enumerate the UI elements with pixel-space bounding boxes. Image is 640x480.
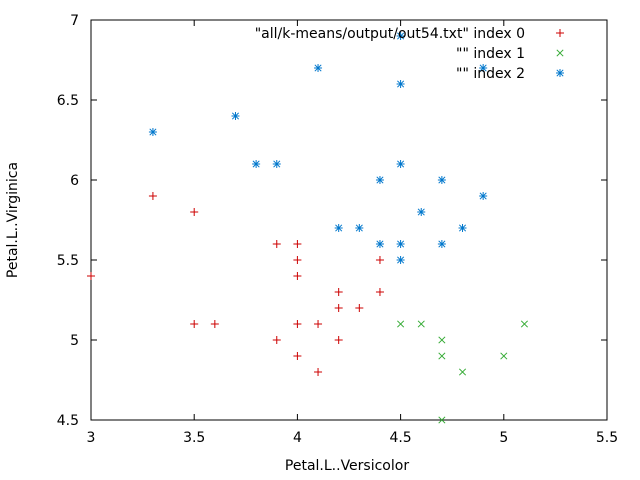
x-tick-label: 4 xyxy=(293,430,302,446)
series-1-point xyxy=(438,416,446,424)
series-0-point xyxy=(87,272,95,280)
series-2-point xyxy=(458,224,467,232)
x-axis-label: Petal.L..Versicolor xyxy=(285,458,409,474)
series-0-point xyxy=(272,240,281,248)
series-2-point xyxy=(355,224,364,232)
series-2-point xyxy=(231,112,240,120)
y-tick-label: 7 xyxy=(70,13,79,29)
series-2-point xyxy=(396,80,405,88)
series-2-point xyxy=(272,160,281,168)
series-2-point xyxy=(375,176,384,184)
series-2-point xyxy=(314,64,323,72)
series-2-point xyxy=(437,240,446,248)
series-1-point xyxy=(458,368,467,376)
y-tick-label: 5 xyxy=(70,333,79,349)
series-0-point xyxy=(355,304,364,312)
legend: "all/k-means/output/out54.txt" index 0 ""… xyxy=(255,26,564,82)
series-0-point xyxy=(293,352,302,360)
y-axis-label: Petal.L..Virginica xyxy=(5,162,21,278)
x-tick-label: 3 xyxy=(87,430,96,446)
axis-ticks xyxy=(90,19,608,421)
series-0-point xyxy=(210,320,219,328)
series-2-point xyxy=(396,240,405,248)
y-tick-label: 6.5 xyxy=(57,93,79,109)
series-2-point xyxy=(417,208,426,216)
series-2-point xyxy=(396,256,405,264)
y-tick-label: 5.5 xyxy=(57,253,79,269)
series-1-point xyxy=(438,352,446,360)
x-tick-label: 3.5 xyxy=(183,430,205,446)
series-0-point xyxy=(334,288,343,296)
series-2-point xyxy=(148,128,157,136)
series-0-point xyxy=(293,256,302,264)
series-0-point xyxy=(375,256,384,264)
plot-frame xyxy=(90,19,608,421)
series-2-point xyxy=(396,32,405,40)
series-2-point xyxy=(334,224,343,232)
y-tick-labels: 4.5 5 5.5 6 6.5 7 xyxy=(57,13,79,429)
series-0-point xyxy=(334,336,343,344)
series-2-point xyxy=(479,192,488,200)
series-0-point xyxy=(314,368,323,376)
series-2-point xyxy=(479,64,488,72)
series-0-point xyxy=(293,272,302,280)
legend-entry-1: "" index 1 xyxy=(456,46,525,62)
x-tick-labels: 3 3.5 4 4.5 5 5.5 xyxy=(87,430,619,446)
legend-entry-2: "" index 2 xyxy=(456,66,525,82)
legend-marker-1 xyxy=(556,49,564,57)
series-0-point xyxy=(314,320,323,328)
data-points xyxy=(87,32,528,424)
series-2-point xyxy=(437,176,446,184)
y-tick-label: 6 xyxy=(70,173,79,189)
series-0-point xyxy=(190,320,199,328)
x-tick-label: 4.5 xyxy=(389,430,411,446)
legend-entry-0: "all/k-means/output/out54.txt" index 0 xyxy=(255,26,525,42)
series-2-point xyxy=(252,160,261,168)
y-tick-label: 4.5 xyxy=(57,413,79,429)
series-0-point xyxy=(293,320,302,328)
series-1-point xyxy=(500,352,508,360)
series-1-point xyxy=(438,336,446,344)
series-0-point xyxy=(272,336,281,344)
x-tick-label: 5 xyxy=(499,430,508,446)
series-0-point xyxy=(334,304,343,312)
series-1-point xyxy=(417,320,425,328)
series-2-point xyxy=(375,240,384,248)
series-0-point xyxy=(375,288,384,296)
legend-marker-2 xyxy=(556,69,564,77)
legend-marker-0 xyxy=(556,29,564,37)
x-tick-label: 5.5 xyxy=(596,430,618,446)
series-2-point xyxy=(396,160,405,168)
series-1-point xyxy=(520,320,528,328)
series-0-point xyxy=(190,208,199,216)
series-1-point xyxy=(397,320,405,328)
series-0-point xyxy=(293,240,302,248)
series-0-point xyxy=(148,192,157,200)
